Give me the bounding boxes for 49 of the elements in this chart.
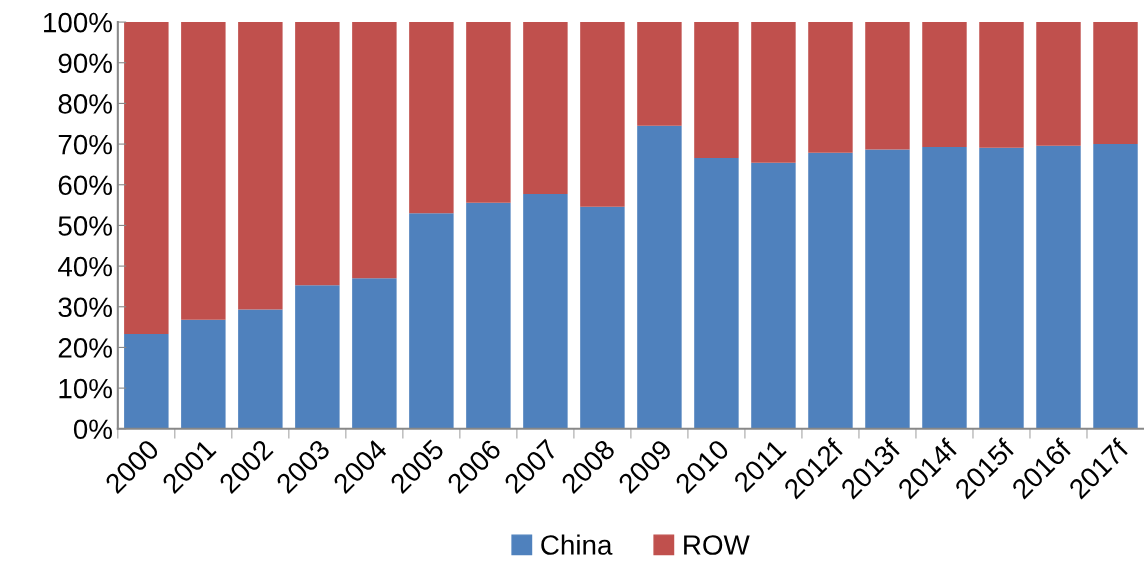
y-tick-label: 0% [73, 419, 112, 440]
bar [295, 285, 340, 429]
bar [808, 22, 853, 153]
bar [238, 309, 283, 429]
bar [580, 206, 625, 429]
bar [694, 22, 739, 158]
bar [580, 22, 625, 207]
bar [808, 152, 853, 429]
bar [637, 22, 682, 126]
y-tick-label: 60% [58, 175, 112, 196]
bar [238, 22, 283, 310]
bar [523, 22, 568, 195]
bar [181, 319, 226, 429]
y-tick-label: 40% [58, 256, 112, 277]
bar [352, 22, 397, 279]
y-tick-label: 30% [58, 297, 112, 318]
y-tick-label: 70% [58, 134, 112, 155]
bar [1036, 22, 1081, 146]
bar [751, 162, 796, 429]
bar [523, 194, 568, 429]
legend-label: ROW [684, 535, 750, 555]
y-tick-label: 80% [58, 94, 112, 114]
bar [865, 22, 910, 150]
bar [466, 22, 511, 203]
bar [352, 278, 397, 429]
bar [181, 22, 226, 320]
bar [694, 157, 739, 429]
bar [1036, 145, 1081, 429]
bar [751, 22, 796, 163]
bar [979, 22, 1024, 148]
bar [637, 125, 682, 429]
y-tick-label: 10% [59, 378, 112, 399]
y-tick-label: 100% [44, 12, 112, 33]
bar [922, 146, 967, 429]
y-tick-label: 20% [58, 338, 112, 358]
y-tick-label: 50% [58, 216, 112, 236]
bar [295, 22, 340, 286]
legend-label: China [541, 534, 613, 555]
bar [922, 22, 967, 147]
bar [409, 213, 454, 429]
bar [409, 22, 454, 214]
bar [1093, 22, 1138, 145]
bar [124, 22, 169, 335]
bar [979, 147, 1024, 429]
bar [1093, 144, 1138, 429]
y-tick-label: 90% [58, 53, 112, 74]
bar [865, 149, 910, 429]
bar [466, 202, 511, 429]
bar [124, 334, 169, 429]
